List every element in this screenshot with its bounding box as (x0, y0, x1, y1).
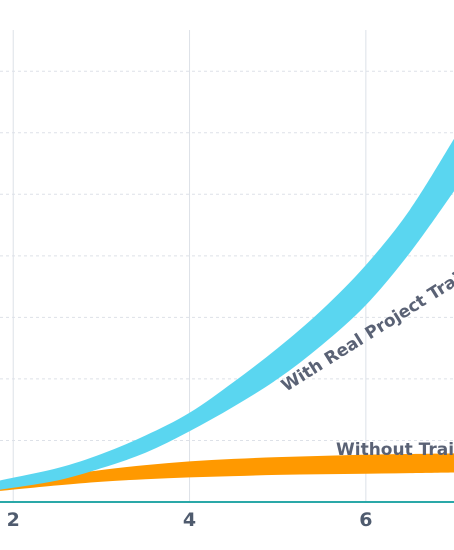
x-axis: 2 4 6 (0, 501, 454, 531)
x-tick-label: 2 (7, 509, 20, 531)
series-band-without-training (0, 453, 454, 491)
x-tick-label: 4 (183, 509, 196, 531)
series-layer (0, 138, 454, 491)
series-label-without-training: Without Training (336, 440, 454, 460)
x-tick-label: 6 (359, 509, 372, 531)
